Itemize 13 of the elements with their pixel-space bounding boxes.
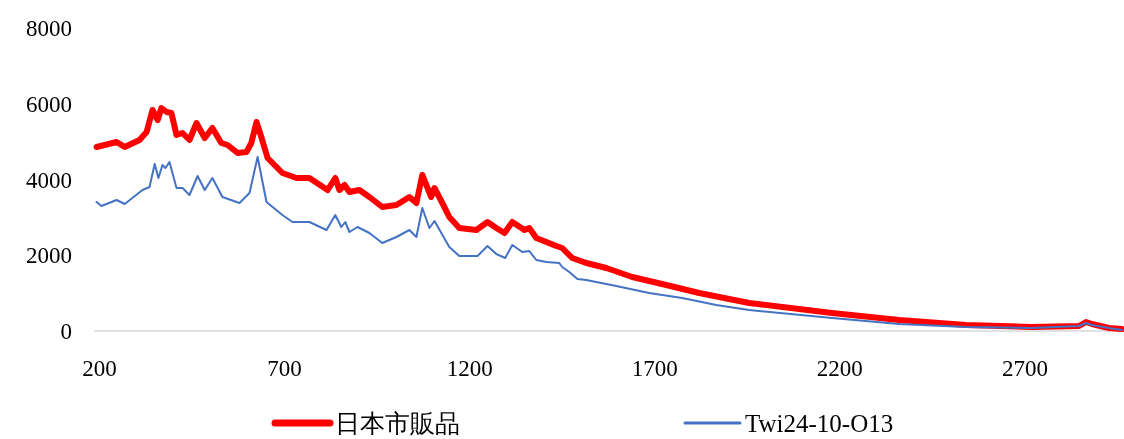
y-tick-label: 2000 <box>26 243 72 269</box>
x-tick-label: 1200 <box>446 356 493 381</box>
x-tick-label: 1700 <box>631 356 678 381</box>
x-tick-label: 700 <box>267 356 302 381</box>
legend-label: Twi24-10-O13 <box>745 410 894 437</box>
y-tick-label: 8000 <box>26 16 72 41</box>
x-tick-label: 2200 <box>816 356 863 381</box>
x-tick-label: 200 <box>82 356 117 381</box>
x-tick-label: 2700 <box>1001 356 1048 381</box>
y-tick-label: 4000 <box>26 167 72 193</box>
y-tick-label: 0 <box>60 319 72 344</box>
legend-label: 日本市販品 <box>335 410 460 437</box>
y-tick-label: 6000 <box>26 91 72 117</box>
